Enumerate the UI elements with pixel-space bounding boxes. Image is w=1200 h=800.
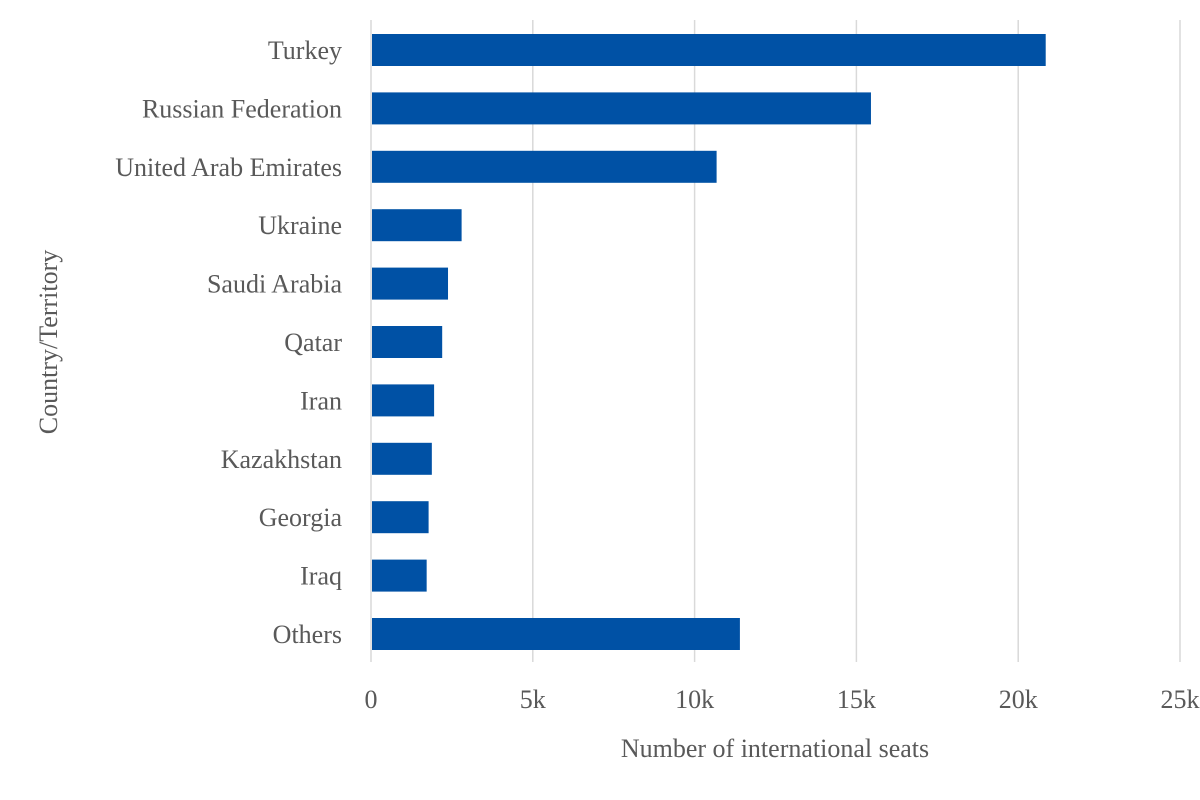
bar [372, 618, 740, 650]
bar [372, 442, 432, 475]
bar [372, 384, 435, 417]
category-label: United Arab Emirates [115, 153, 342, 182]
gridlines [370, 20, 1181, 662]
x-axis-title: Number of international seats [621, 734, 929, 763]
x-tick-label: 20k [999, 685, 1038, 714]
x-tick-label: 10k [675, 685, 714, 714]
category-label: Kazakhstan [221, 445, 342, 474]
bar [372, 559, 427, 592]
x-tick-label: 5k [520, 685, 546, 714]
x-tick-label: 25k [1161, 685, 1200, 714]
category-label: Georgia [259, 503, 343, 532]
category-label: Qatar [284, 328, 342, 357]
bar [372, 267, 449, 300]
category-label: Ukraine [258, 211, 342, 240]
bar [372, 92, 871, 125]
category-label: Iran [300, 386, 342, 415]
category-labels: Turkey Russian Federation United Arab Emir… [115, 36, 342, 649]
category-label: Iraq [300, 562, 342, 591]
bar [372, 209, 462, 242]
bar [372, 34, 1046, 66]
x-tick-label: 0 [365, 685, 378, 714]
y-axis-title: Country/Territory [34, 250, 63, 434]
bar [372, 326, 443, 358]
x-tick-label: 15k [837, 685, 876, 714]
bar [372, 150, 717, 183]
category-label: Saudi Arabia [207, 270, 342, 299]
bars [372, 34, 1046, 650]
category-label: Russian Federation [142, 94, 342, 123]
bar [372, 501, 429, 534]
category-label: Turkey [268, 36, 342, 65]
category-label: Others [273, 620, 342, 649]
x-tick-labels: 0 5k 10k 15k 20k 25k [365, 685, 1200, 714]
